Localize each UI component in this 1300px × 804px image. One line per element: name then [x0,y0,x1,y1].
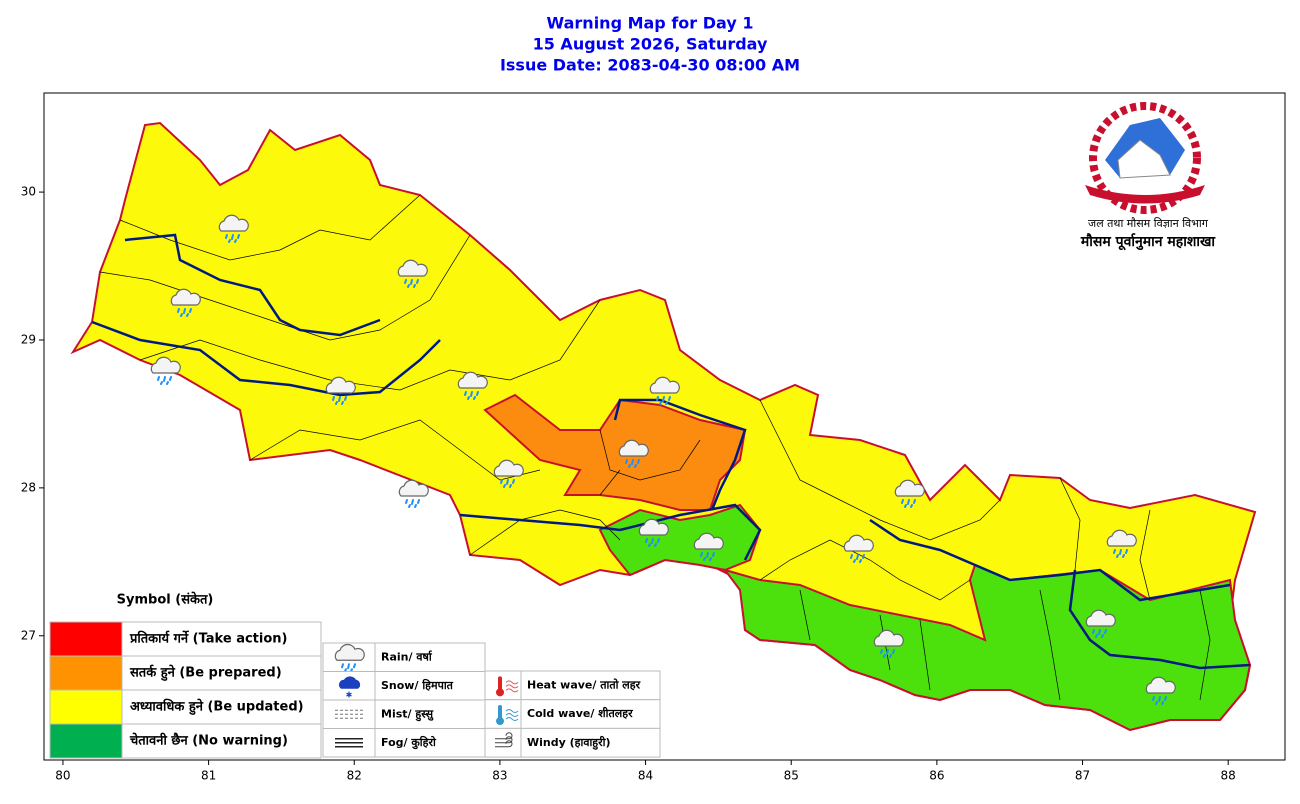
legend-label: चेतावनी छैन (No warning) [129,733,288,749]
legend-swatch [49,621,123,657]
logo-text: मौसम पूर्वानुमान महाशाखा [1080,233,1217,251]
symbol-label: Windy (हावाहुरी) [527,735,611,750]
wave-icon [505,717,519,722]
x-tick-label: 88 [1221,769,1236,783]
snow-icon [338,676,361,689]
region-no-warning [598,503,762,577]
symbol-cell [484,670,522,701]
x-tick-label: 84 [638,769,653,783]
symbol-label: Cold wave/ शीतलहर [527,706,633,720]
axes: 80 81 82 83 84 85 86 87 88 27 28 29 30 [21,185,1236,783]
thermo-icon [498,705,502,720]
wave-icon [505,688,519,693]
x-tick-label: 83 [492,769,507,783]
logo: जल तथा मौसम विज्ञान विभाग मौसम पूर्वानुम… [1080,102,1217,251]
thermo-bulb [496,717,504,726]
symbol-label: Fog/ कुहिरो [381,735,437,750]
map [70,121,1257,732]
titles: Warning Map for Day 1 15 August 2026, Sa… [500,14,800,75]
wind-icon [495,736,513,744]
symbol-label: Heat wave/ तातो लहर [527,677,641,691]
thermo-icon [498,676,502,691]
x-tick-label: 81 [201,769,216,783]
symbol-cell [520,699,661,729]
legend-title: Symbol (संकेत) [117,592,214,608]
y-tick-label: 27 [21,628,36,642]
x-tick-label: 85 [784,769,799,783]
y-tick-label: 29 [21,332,36,346]
wave-icon [505,713,519,718]
legend-cell [121,655,322,691]
title-line: Warning Map for Day 1 [547,14,754,33]
wind-icon [495,740,513,748]
legend-cell [121,723,322,759]
title-line: Issue Date: 2083-04-30 08:00 AM [500,56,800,75]
legend-label: सतर्क हुने (Be prepared) [129,665,282,682]
legend-swatch [49,723,123,759]
district-lines [99,194,1211,701]
wind-icon [495,732,513,740]
region-no-warning [722,563,1252,732]
thermo-bulb [496,688,504,697]
symbol-label: Mist/ हुस्सु [381,707,434,721]
wave-icon [505,684,519,689]
symbol-cell [374,671,486,701]
y-tick-label: 28 [21,480,36,494]
legend-swatch [49,689,123,725]
wave-icon [505,680,519,685]
y-tick-label: 30 [21,185,36,199]
legend-swatch [49,655,123,691]
x-tick-label: 82 [347,769,362,783]
symbol-cell [520,727,661,758]
legend: Symbol (संकेत) प्रतिकार्य गर्ने (Take ac… [49,592,322,759]
symbol-cell [374,728,486,758]
x-tick-label: 86 [929,769,944,783]
x-tick-label: 87 [1075,769,1090,783]
legend-label: अध्यावधिक हुने (Be updated) [130,699,304,716]
symbol-label: Rain/ वर्षा [381,649,433,663]
legend-label: प्रतिकार्य गर्ने (Take action) [129,631,287,647]
logo-mountain [1117,139,1171,179]
symbol-legend: Rain/ वर्षा ✱ Snow/ हिमपात Mist/ हुस्सु Fog/… [322,642,661,758]
symbol-label: Snow/ हिमपात [381,678,454,692]
logo-wreath [1089,102,1201,214]
symbol-cell [322,699,376,729]
snow-flake: ✱ [346,690,353,699]
legend-cell [121,689,322,725]
province-lines [91,233,1251,670]
wave-icon [505,709,519,714]
legend-cell [121,621,322,657]
logo-ribbon [1085,185,1205,204]
x-tick-label: 80 [55,769,70,783]
symbol-cell [484,699,522,729]
symbol-cell [374,642,486,672]
title-line: 15 August 2026, Saturday [533,35,768,54]
logo-text: जल तथा मौसम विज्ञान विभाग [1088,217,1209,230]
